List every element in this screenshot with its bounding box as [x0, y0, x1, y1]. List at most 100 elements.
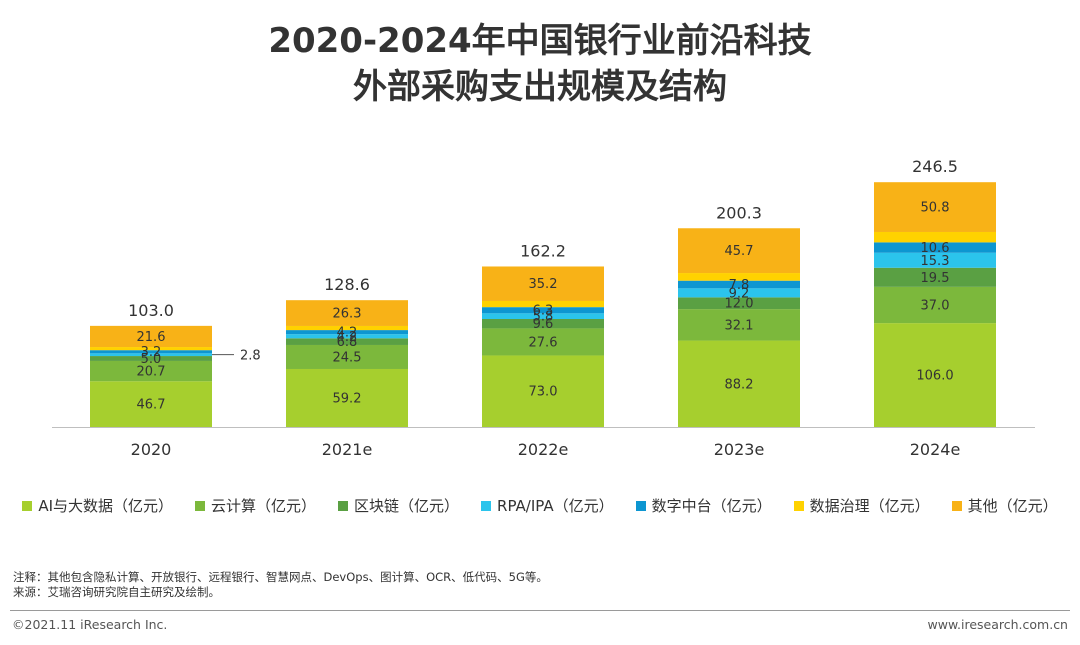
total-label-2020: 103.0 [128, 301, 174, 320]
data-label-2024e-2: 19.5 [921, 271, 950, 286]
legend-swatch-1 [195, 500, 205, 511]
bar-segment-2020-1 [90, 360, 212, 382]
bar-segment-2022e-4 [482, 307, 604, 314]
data-label-2020-2: 5.0 [141, 352, 162, 367]
legend-swatch-2 [338, 500, 349, 511]
bar-segment-2021e-6 [286, 300, 408, 326]
data-label-2022e-4: 6.3 [533, 304, 554, 319]
legend-swatch-6 [951, 500, 962, 511]
data-label-2022e-1: 27.6 [529, 335, 558, 350]
chart-legend: AI与大数据（亿元） 云计算（亿元） 区块链（亿元） RPA/IPA（亿元） 数字中台（… [0, 495, 1080, 516]
legend-label-2: 区块链（亿元） [354, 497, 460, 515]
chart-title-line1: 2020-2024年中国银行业前沿科技 [268, 21, 812, 61]
data-label-2022e-6: 35.2 [529, 277, 558, 292]
data-label-2023e-6: 45.7 [725, 244, 754, 259]
footer-divider [10, 610, 1070, 611]
legend-item-5: 数据治理（亿元） [793, 495, 930, 516]
legend-swatch-3 [481, 500, 492, 511]
data-label-2020-4: 3.2 [141, 345, 162, 360]
bar-segment-2021e-2 [286, 338, 408, 345]
category-label-2022e: 2022e [518, 440, 569, 459]
bar-segment-2021e-5 [286, 325, 408, 331]
footer-copyright: ©2021.11 iResearch Inc. [12, 617, 168, 632]
data-label-2023e-2: 12.0 [725, 297, 754, 312]
bar-segment-2022e-3 [482, 313, 604, 320]
data-label-2024e-0: 106.0 [916, 369, 953, 384]
legend-item-6: 其他（亿元） [951, 495, 1058, 516]
bar-segment-2020-3 [90, 353, 212, 357]
legend-label-1: 云计算（亿元） [211, 497, 317, 515]
data-label-2021e-0: 59.2 [333, 391, 362, 406]
category-label-2021e: 2021e [322, 440, 373, 459]
legend-swatch-4 [635, 500, 646, 511]
data-label-2022e-2: 9.6 [533, 317, 554, 332]
bar-segment-2020-2 [90, 356, 212, 361]
chart-title-line2: 外部采购支出规模及结构 [353, 67, 727, 107]
bar-segment-2022e-2 [482, 319, 604, 329]
callout-label: 2.8 [240, 349, 261, 364]
bar-segment-2020-4 [90, 350, 212, 354]
data-label-2024e-6: 50.8 [921, 201, 950, 216]
bar-segment-2023e-4 [678, 280, 800, 289]
legend-item-1: 云计算（亿元） [195, 495, 316, 516]
total-label-2022e: 162.2 [520, 241, 566, 260]
bar-segment-2022e-1 [482, 328, 604, 356]
data-label-2020-6: 21.6 [137, 330, 166, 345]
data-label-2022e-3: 5.8 [533, 310, 554, 325]
bar-segment-2024e-1 [874, 286, 996, 324]
bar-segment-2023e-6 [678, 228, 800, 274]
data-label-2021e-2: 6.8 [337, 335, 358, 350]
data-label-2023e-4: 7.8 [729, 278, 750, 293]
bar-segment-2020-0 [90, 381, 212, 427]
notes-line2: 来源：艾瑞咨询研究院自主研究及绘制。 [13, 585, 220, 599]
bar-segment-2024e-5 [874, 231, 996, 243]
data-label-2021e-4: 4.2 [337, 326, 358, 341]
data-label-2021e-1: 24.5 [333, 350, 362, 365]
data-label-2021e-6: 26.3 [333, 307, 362, 322]
bar-segment-2021e-4 [286, 330, 408, 335]
data-label-2023e-0: 88.2 [725, 377, 754, 392]
bar-segment-2020-5 [90, 347, 212, 351]
footer-website: www.iresearch.com.cn [927, 617, 1069, 632]
legend-label-5: 数据治理（亿元） [809, 497, 930, 515]
legend-swatch-0 [22, 500, 33, 511]
stacked-bar-chart: 46.720.75.03.221.6103.020202.859.224.56.… [52, 157, 1035, 459]
legend-item-4: 数字中台（亿元） [635, 495, 772, 516]
bar-segment-2022e-6 [482, 266, 604, 301]
data-label-2020-1: 20.7 [137, 365, 166, 380]
bar-segment-2021e-3 [286, 334, 408, 339]
total-label-2021e: 128.6 [324, 275, 370, 294]
category-label-2023e: 2023e [714, 440, 765, 459]
bar-segment-2023e-5 [678, 273, 800, 281]
legend-label-0: AI与大数据（亿元） [38, 497, 173, 515]
legend-label-4: 数字中台（亿元） [651, 497, 772, 515]
bar-segment-2023e-1 [678, 309, 800, 341]
bar-segment-2020-6 [90, 325, 212, 348]
legend-item-3: RPA/IPA（亿元） [481, 495, 614, 516]
total-label-2024e: 246.5 [912, 157, 958, 176]
legend-swatch-5 [793, 500, 804, 511]
legend-label-3: RPA/IPA（亿元） [497, 497, 614, 515]
legend-label-6: 其他（亿元） [967, 497, 1058, 515]
bar-segment-2024e-4 [874, 242, 996, 253]
chart-title: 2020-2024年中国银行业前沿科技 外部采购支出规模及结构 [0, 18, 1080, 110]
legend-item-0: AI与大数据（亿元） [22, 495, 173, 516]
bar-segment-2023e-3 [678, 288, 800, 298]
data-label-2024e-1: 37.0 [921, 298, 950, 313]
bar-segment-2021e-1 [286, 344, 408, 369]
data-label-2024e-3: 15.3 [921, 254, 950, 269]
bar-segment-2024e-3 [874, 252, 996, 268]
bar-segment-2023e-0 [678, 340, 800, 427]
data-label-2023e-1: 32.1 [725, 318, 754, 333]
notes-line1: 注释：其他包含隐私计算、开放银行、远程银行、智慧网点、DevOps、图计算、OC… [13, 570, 548, 584]
bar-segment-2022e-0 [482, 355, 604, 427]
data-label-2022e-0: 73.0 [529, 385, 558, 400]
category-label-2024e: 2024e [910, 440, 961, 459]
bar-segment-2023e-2 [678, 297, 800, 310]
total-label-2023e: 200.3 [716, 203, 762, 222]
bar-segment-2024e-0 [874, 323, 996, 427]
notes: 注释：其他包含隐私计算、开放银行、远程银行、智慧网点、DevOps、图计算、OC… [13, 570, 548, 600]
category-label-2020: 2020 [131, 440, 172, 459]
bar-segment-2021e-0 [286, 368, 408, 427]
data-label-2024e-4: 10.6 [921, 241, 950, 256]
